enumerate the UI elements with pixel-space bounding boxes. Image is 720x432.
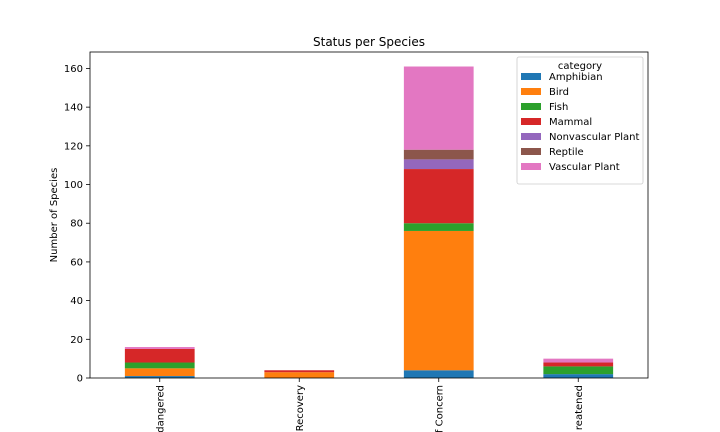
legend-swatch-nonvascular-plant	[521, 133, 541, 140]
y-axis-label: Number of Species	[49, 168, 60, 263]
y-tick-label: 160	[64, 64, 83, 75]
y-tick-label: 100	[64, 180, 83, 191]
legend-swatch-bird	[521, 88, 541, 95]
y-tick-label: 140	[64, 103, 83, 114]
bar-segment-bird-0	[124, 368, 195, 377]
legend-label-nonvascular-plant: Nonvascular Plant	[549, 132, 639, 143]
y-tick-label: 40	[70, 296, 83, 307]
legend-swatch-reptile	[521, 148, 541, 155]
bar-segment-fish-3	[543, 366, 614, 375]
legend-swatch-fish	[521, 103, 541, 110]
bar-segment-vascular-plant-2	[403, 66, 474, 150]
bar-segment-vascular-plant-3	[543, 358, 614, 363]
legend-label-mammal: Mammal	[549, 117, 592, 128]
bar-segment-vascular-plant-0	[124, 347, 195, 349]
x-tick-label: dangered	[155, 385, 166, 432]
bar-segment-mammal-2	[403, 169, 474, 224]
bar-segment-fish-2	[403, 223, 474, 231]
y-tick-label: 20	[70, 335, 83, 346]
legend-label-fish: Fish	[549, 102, 568, 113]
bar-segment-fish-0	[124, 362, 195, 369]
bar-segment-amphibian-0	[124, 376, 195, 378]
legend-title: category	[558, 61, 602, 72]
y-tick-label: 60	[70, 257, 83, 268]
bar-segment-mammal-0	[124, 348, 195, 363]
y-tick-label: 0	[77, 374, 83, 385]
bar-segment-bird-1	[264, 372, 335, 378]
x-tick-label: Recovery	[295, 385, 306, 431]
x-tick-label: f Concern	[434, 385, 445, 432]
legend-box	[516, 56, 644, 185]
legend-label-amphibian: Amphibian	[549, 72, 603, 83]
bar-segment-mammal-1	[264, 370, 335, 373]
bar-segment-amphibian-2	[403, 370, 474, 378]
chart-title: Status per Species	[313, 35, 425, 49]
legend-label-bird: Bird	[549, 87, 569, 98]
plot-area: 0 20 40 60 80 100 120 140 160 dangered Recovery f C…	[64, 51, 649, 432]
bar-segment-reptile-2	[403, 149, 474, 160]
bar-segment-bird-2	[403, 230, 474, 371]
bar-segment-mammal-3	[543, 362, 614, 367]
x-tick-label: reatened	[574, 385, 585, 430]
legend-label-vascular-plant: Vascular Plant	[549, 162, 620, 173]
y-tick-label: 120	[64, 141, 83, 152]
y-tick-label: 80	[70, 219, 83, 230]
legend-swatch-vascular-plant	[521, 163, 541, 170]
bar-segment-nonvascular-plant-2	[403, 159, 474, 170]
legend-swatch-mammal	[521, 118, 541, 125]
legend-swatch-amphibian	[521, 73, 541, 80]
bar-segment-amphibian-3	[543, 374, 614, 378]
legend-label-reptile: Reptile	[549, 147, 584, 158]
plot-frame	[89, 51, 649, 379]
